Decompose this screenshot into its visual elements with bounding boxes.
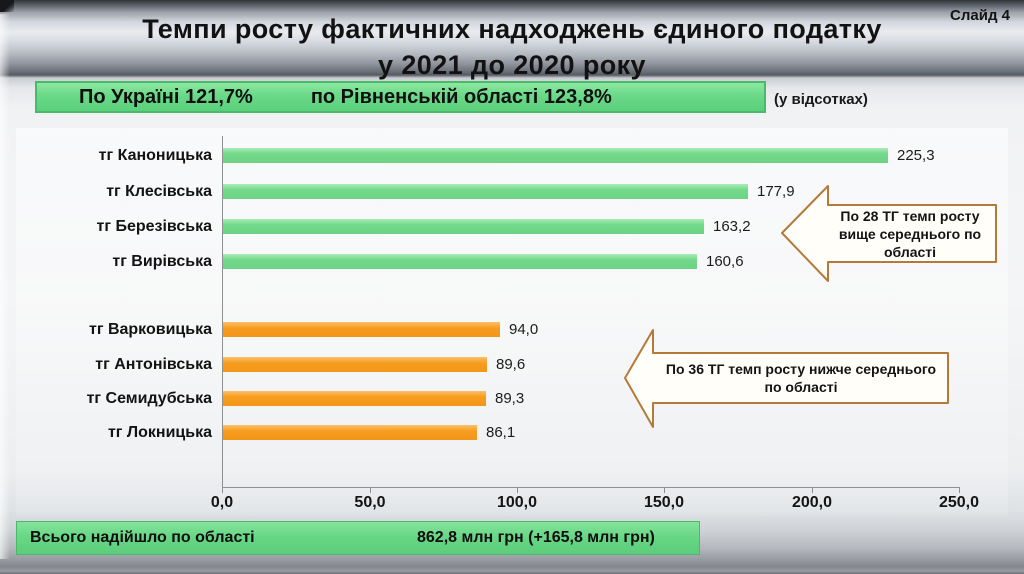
callout-arrow-below-average — [624, 329, 949, 428]
region-rate-label: по Рівненській області 123,8% — [310, 85, 612, 108]
x-tick-mark — [812, 487, 813, 493]
bar-above — [223, 219, 704, 234]
summary-banner: По Україні 121,7% по Рівненській області… — [35, 81, 766, 113]
value-label: 89,6 — [496, 356, 526, 373]
ukraine-rate-label: По Україні 121,7% — [79, 85, 253, 108]
value-label: 94,0 — [509, 321, 539, 338]
x-tick-label: 50,0 — [354, 494, 386, 511]
bar-below — [223, 322, 500, 337]
left-edge-highlight — [0, 14, 10, 559]
footer-total-value: 862,8 млн грн (+165,8 млн грн) — [417, 529, 655, 546]
corner-shadow — [0, 0, 14, 12]
category-label: тг Антонівська — [95, 356, 212, 373]
x-tick-mark — [959, 487, 960, 493]
x-tick-mark — [664, 487, 665, 493]
value-label: 177,9 — [757, 183, 795, 200]
slide-number: Слайд 4 — [950, 7, 1010, 24]
value-label: 86,1 — [486, 424, 516, 441]
x-tick-mark — [222, 487, 223, 493]
category-label: тг Семидубська — [86, 390, 212, 407]
slide-title-line1: Темпи росту фактичних надходжень єдиного… — [142, 14, 882, 44]
callout-text-above-average: По 28 ТГ темп росту вище середнього по о… — [838, 207, 982, 260]
footer-total-bar: Всього надійшло по області 862,8 млн грн… — [16, 521, 700, 555]
slide-title: Темпи росту фактичних надходжень єдиного… — [0, 11, 1024, 83]
value-label: 163,2 — [713, 218, 751, 235]
value-label: 160,6 — [706, 253, 744, 270]
bar-above — [223, 184, 748, 199]
x-tick-label: 100,0 — [496, 494, 538, 511]
callout-arrow-above-average — [781, 185, 997, 282]
x-tick-label: 150,0 — [643, 494, 685, 511]
y-axis-line — [222, 136, 223, 487]
bar-below — [223, 357, 487, 372]
category-label: тг Березівська — [96, 218, 213, 235]
value-label: 89,3 — [495, 390, 525, 407]
x-tick-mark — [370, 487, 371, 493]
x-tick-label: 250,0 — [938, 494, 980, 511]
callout-text-below-average: По 36 ТГ темп росту нижче середнього по … — [665, 361, 937, 395]
footer-total-label: Всього надійшло по області — [30, 529, 255, 546]
category-label: тг Локницька — [107, 424, 212, 441]
bar-below — [223, 391, 486, 406]
x-tick-label: 200,0 — [791, 494, 833, 511]
x-tick-label: 0,0 — [210, 494, 234, 511]
bar-above — [223, 148, 888, 163]
slide-title-line2: у 2021 до 2020 року — [378, 50, 646, 80]
category-label: тг Клесівська — [106, 183, 212, 200]
category-label: тг Каноницька — [98, 147, 212, 164]
bar-above — [223, 254, 697, 269]
category-label: тг Вирівська — [112, 253, 212, 270]
x-axis-line — [222, 487, 960, 488]
category-label: тг Варковицька — [89, 321, 212, 338]
bar-below — [223, 425, 477, 440]
x-tick-mark — [517, 487, 518, 493]
unit-note: (у відсотках) — [774, 91, 868, 108]
value-label: 225,3 — [897, 147, 935, 164]
